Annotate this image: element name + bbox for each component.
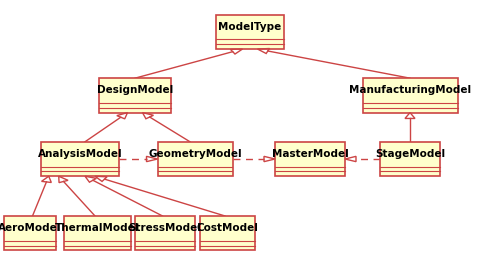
- Text: StressModel: StressModel: [128, 223, 202, 233]
- Bar: [41, 142, 119, 176]
- Text: ThermalModel: ThermalModel: [56, 223, 140, 233]
- Bar: [362, 78, 458, 113]
- Bar: [99, 78, 171, 113]
- Bar: [200, 216, 255, 250]
- Bar: [158, 142, 232, 176]
- Text: GeometryModel: GeometryModel: [148, 149, 242, 159]
- Text: AeroModel: AeroModel: [0, 223, 62, 233]
- Bar: [380, 142, 440, 176]
- Text: StageModel: StageModel: [375, 149, 445, 159]
- Text: ModelType: ModelType: [218, 22, 282, 32]
- Bar: [216, 15, 284, 49]
- Text: MasterModel: MasterModel: [272, 149, 348, 159]
- Bar: [135, 216, 195, 250]
- Bar: [4, 216, 56, 250]
- Bar: [275, 142, 345, 176]
- Bar: [64, 216, 131, 250]
- Text: ManufacturingModel: ManufacturingModel: [349, 85, 471, 95]
- Text: DesignModel: DesignModel: [97, 85, 173, 95]
- Text: CostModel: CostModel: [196, 223, 258, 233]
- Text: AnalysisModel: AnalysisModel: [38, 149, 122, 159]
